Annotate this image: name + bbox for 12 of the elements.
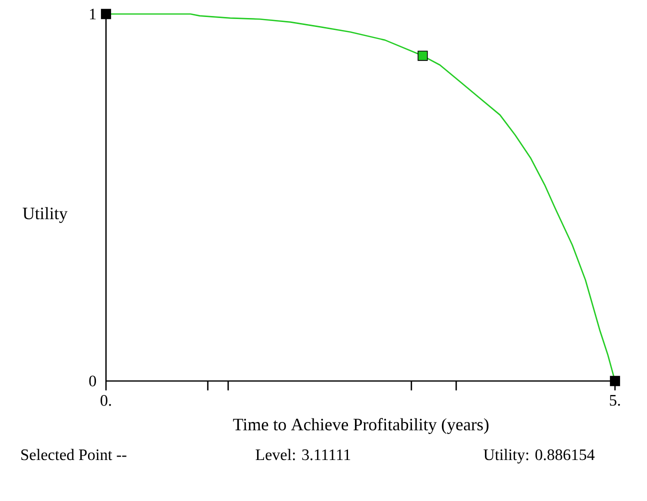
x-tick-label: 0. <box>100 395 111 406</box>
text: Selected Point -- <box>21 448 126 460</box>
y-tick-label: 1 <box>90 8 96 20</box>
y-tick-label: 0 <box>89 376 96 386</box>
point <box>610 376 620 386</box>
point <box>100 8 112 20</box>
x-tick-label: 5. <box>610 395 620 406</box>
text: Utility: 0.886154 <box>484 448 595 464</box>
x-axis-title: Time to Achieve Profitability (years) <box>233 418 488 434</box>
point <box>418 50 428 61</box>
text: Level: 3.11111 <box>256 448 350 460</box>
y-axis-title: Utility <box>22 207 68 223</box>
